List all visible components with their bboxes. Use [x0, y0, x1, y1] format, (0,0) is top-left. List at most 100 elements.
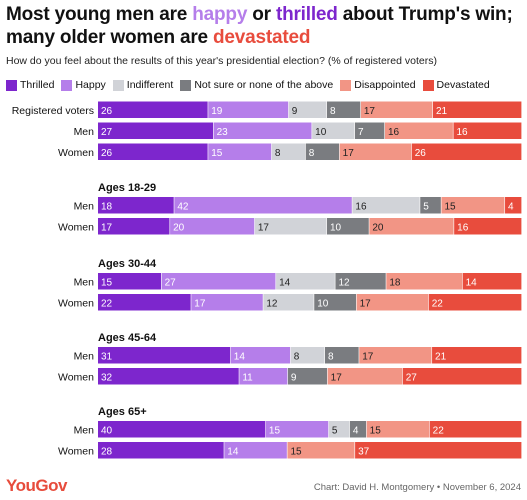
bar-segment: [339, 143, 412, 160]
legend-swatch: [6, 79, 17, 91]
bar-segment: [324, 347, 359, 364]
bar-segment: [505, 197, 522, 214]
bar-value-label: 22: [433, 425, 445, 436]
bar-segment: [98, 442, 224, 459]
row-label: Men: [74, 424, 95, 436]
bar-value-label: 15: [290, 446, 302, 457]
bar-segment: [276, 273, 335, 290]
bar-value-label: 17: [258, 222, 270, 233]
bar-value-label: 10: [317, 298, 329, 309]
bar-value-label: 26: [101, 148, 113, 159]
bar-value-label: 12: [338, 277, 350, 288]
bar-segment: [98, 421, 266, 438]
bar-value-label: 28: [101, 446, 113, 457]
bar-segment: [288, 101, 327, 118]
row-label: Women: [58, 297, 94, 309]
bar-value-label: 17: [331, 372, 343, 383]
title-segment: thrilled: [275, 4, 338, 25]
bar-value-label: 16: [355, 201, 367, 212]
bar-segment: [98, 101, 208, 118]
chart-title: Most young men are happy or thrilled abo…: [6, 3, 521, 49]
bar-value-label: 15: [370, 425, 382, 436]
legend-label: Happy: [75, 79, 106, 91]
legend-swatch: [180, 79, 192, 91]
bar-value-label: 31: [101, 351, 113, 362]
bar-segment: [326, 101, 361, 118]
bar-value-label: 4: [353, 425, 359, 436]
bar-segment: [98, 347, 231, 364]
bar-value-label: 20: [173, 222, 185, 233]
bar-segment: [335, 273, 386, 290]
legend-item: Devastated: [422, 79, 490, 91]
bar-value-label: 14: [466, 277, 478, 288]
bar-segment: [327, 368, 403, 385]
bar-segment: [98, 197, 174, 214]
bar-value-label: 22: [101, 298, 113, 309]
legend-item: Thrilled: [6, 79, 54, 91]
bar-segment: [239, 368, 288, 385]
bar-value-label: 15: [211, 148, 223, 159]
legend: Thrilled Happy Indifferent Not sure or none…: [6, 79, 526, 91]
bar-value-label: 19: [211, 106, 223, 117]
bar-value-label: 8: [330, 106, 336, 117]
bar-value-label: 17: [364, 106, 376, 117]
bar-value-label: 17: [360, 298, 372, 309]
legend-swatch: [112, 79, 124, 91]
bar-value-label: 5: [423, 201, 429, 212]
bar-segment: [369, 218, 454, 235]
bar-value-label: 37: [358, 446, 370, 457]
row-label: Women: [58, 445, 94, 457]
bar-value-label: 10: [315, 127, 327, 138]
bar-segment: [454, 218, 522, 235]
bar-value-label: 16: [388, 127, 400, 138]
bar-value-label: 27: [101, 127, 113, 138]
bar-value-label: 15: [269, 425, 281, 436]
legend-label: Thrilled: [20, 79, 55, 91]
legend-item: Indifferent: [112, 79, 173, 91]
bar-segment: [432, 101, 522, 118]
bar-value-label: 26: [101, 106, 113, 117]
bar-value-label: 16: [456, 127, 468, 138]
bar-value-label: 18: [101, 201, 113, 212]
bar-segment: [360, 101, 433, 118]
bar-segment: [290, 347, 325, 364]
bar-segment: [98, 273, 161, 290]
row-label: Men: [74, 200, 95, 212]
bar-value-label: 21: [435, 351, 447, 362]
bar-value-label: 7: [358, 127, 364, 138]
bar-segment: [98, 294, 191, 311]
bar-segment: [170, 218, 255, 235]
bar-segment: [271, 143, 306, 160]
row-label: Registered voters: [12, 105, 94, 117]
bar-segment: [174, 197, 352, 214]
bar-value-label: 17: [194, 298, 206, 309]
legend-swatch: [340, 79, 352, 91]
bar-segment: [98, 368, 239, 385]
group-heading: Ages 65+: [98, 406, 147, 418]
bar-segment: [312, 122, 355, 139]
bar-segment: [453, 122, 522, 139]
bar-value-label: 9: [292, 106, 298, 117]
row-label: Men: [74, 276, 95, 288]
bar-segment: [287, 442, 355, 459]
row-label: Women: [58, 221, 94, 233]
chart-subtitle: How do you feel about the results of thi…: [6, 55, 437, 67]
bar-segment: [429, 421, 522, 438]
bar-value-label: 14: [279, 277, 291, 288]
bar-segment: [354, 122, 385, 139]
bar-value-label: 27: [406, 372, 418, 383]
bar-value-label: 21: [436, 106, 448, 117]
bar-segment: [263, 294, 314, 311]
bar-segment: [230, 347, 291, 364]
bar-segment: [98, 122, 214, 139]
legend-item: Happy: [61, 79, 106, 91]
bar-segment: [208, 143, 272, 160]
legend-label: Devastated: [436, 79, 490, 91]
legend-label: Not sure or none of the above: [194, 79, 334, 91]
bar-segment: [98, 143, 208, 160]
bar-segment: [287, 368, 328, 385]
bar-segment: [314, 294, 357, 311]
legend-item: Not sure or none of the above: [180, 79, 333, 91]
bar-value-label: 40: [101, 425, 113, 436]
bar-value-label: 15: [101, 277, 113, 288]
